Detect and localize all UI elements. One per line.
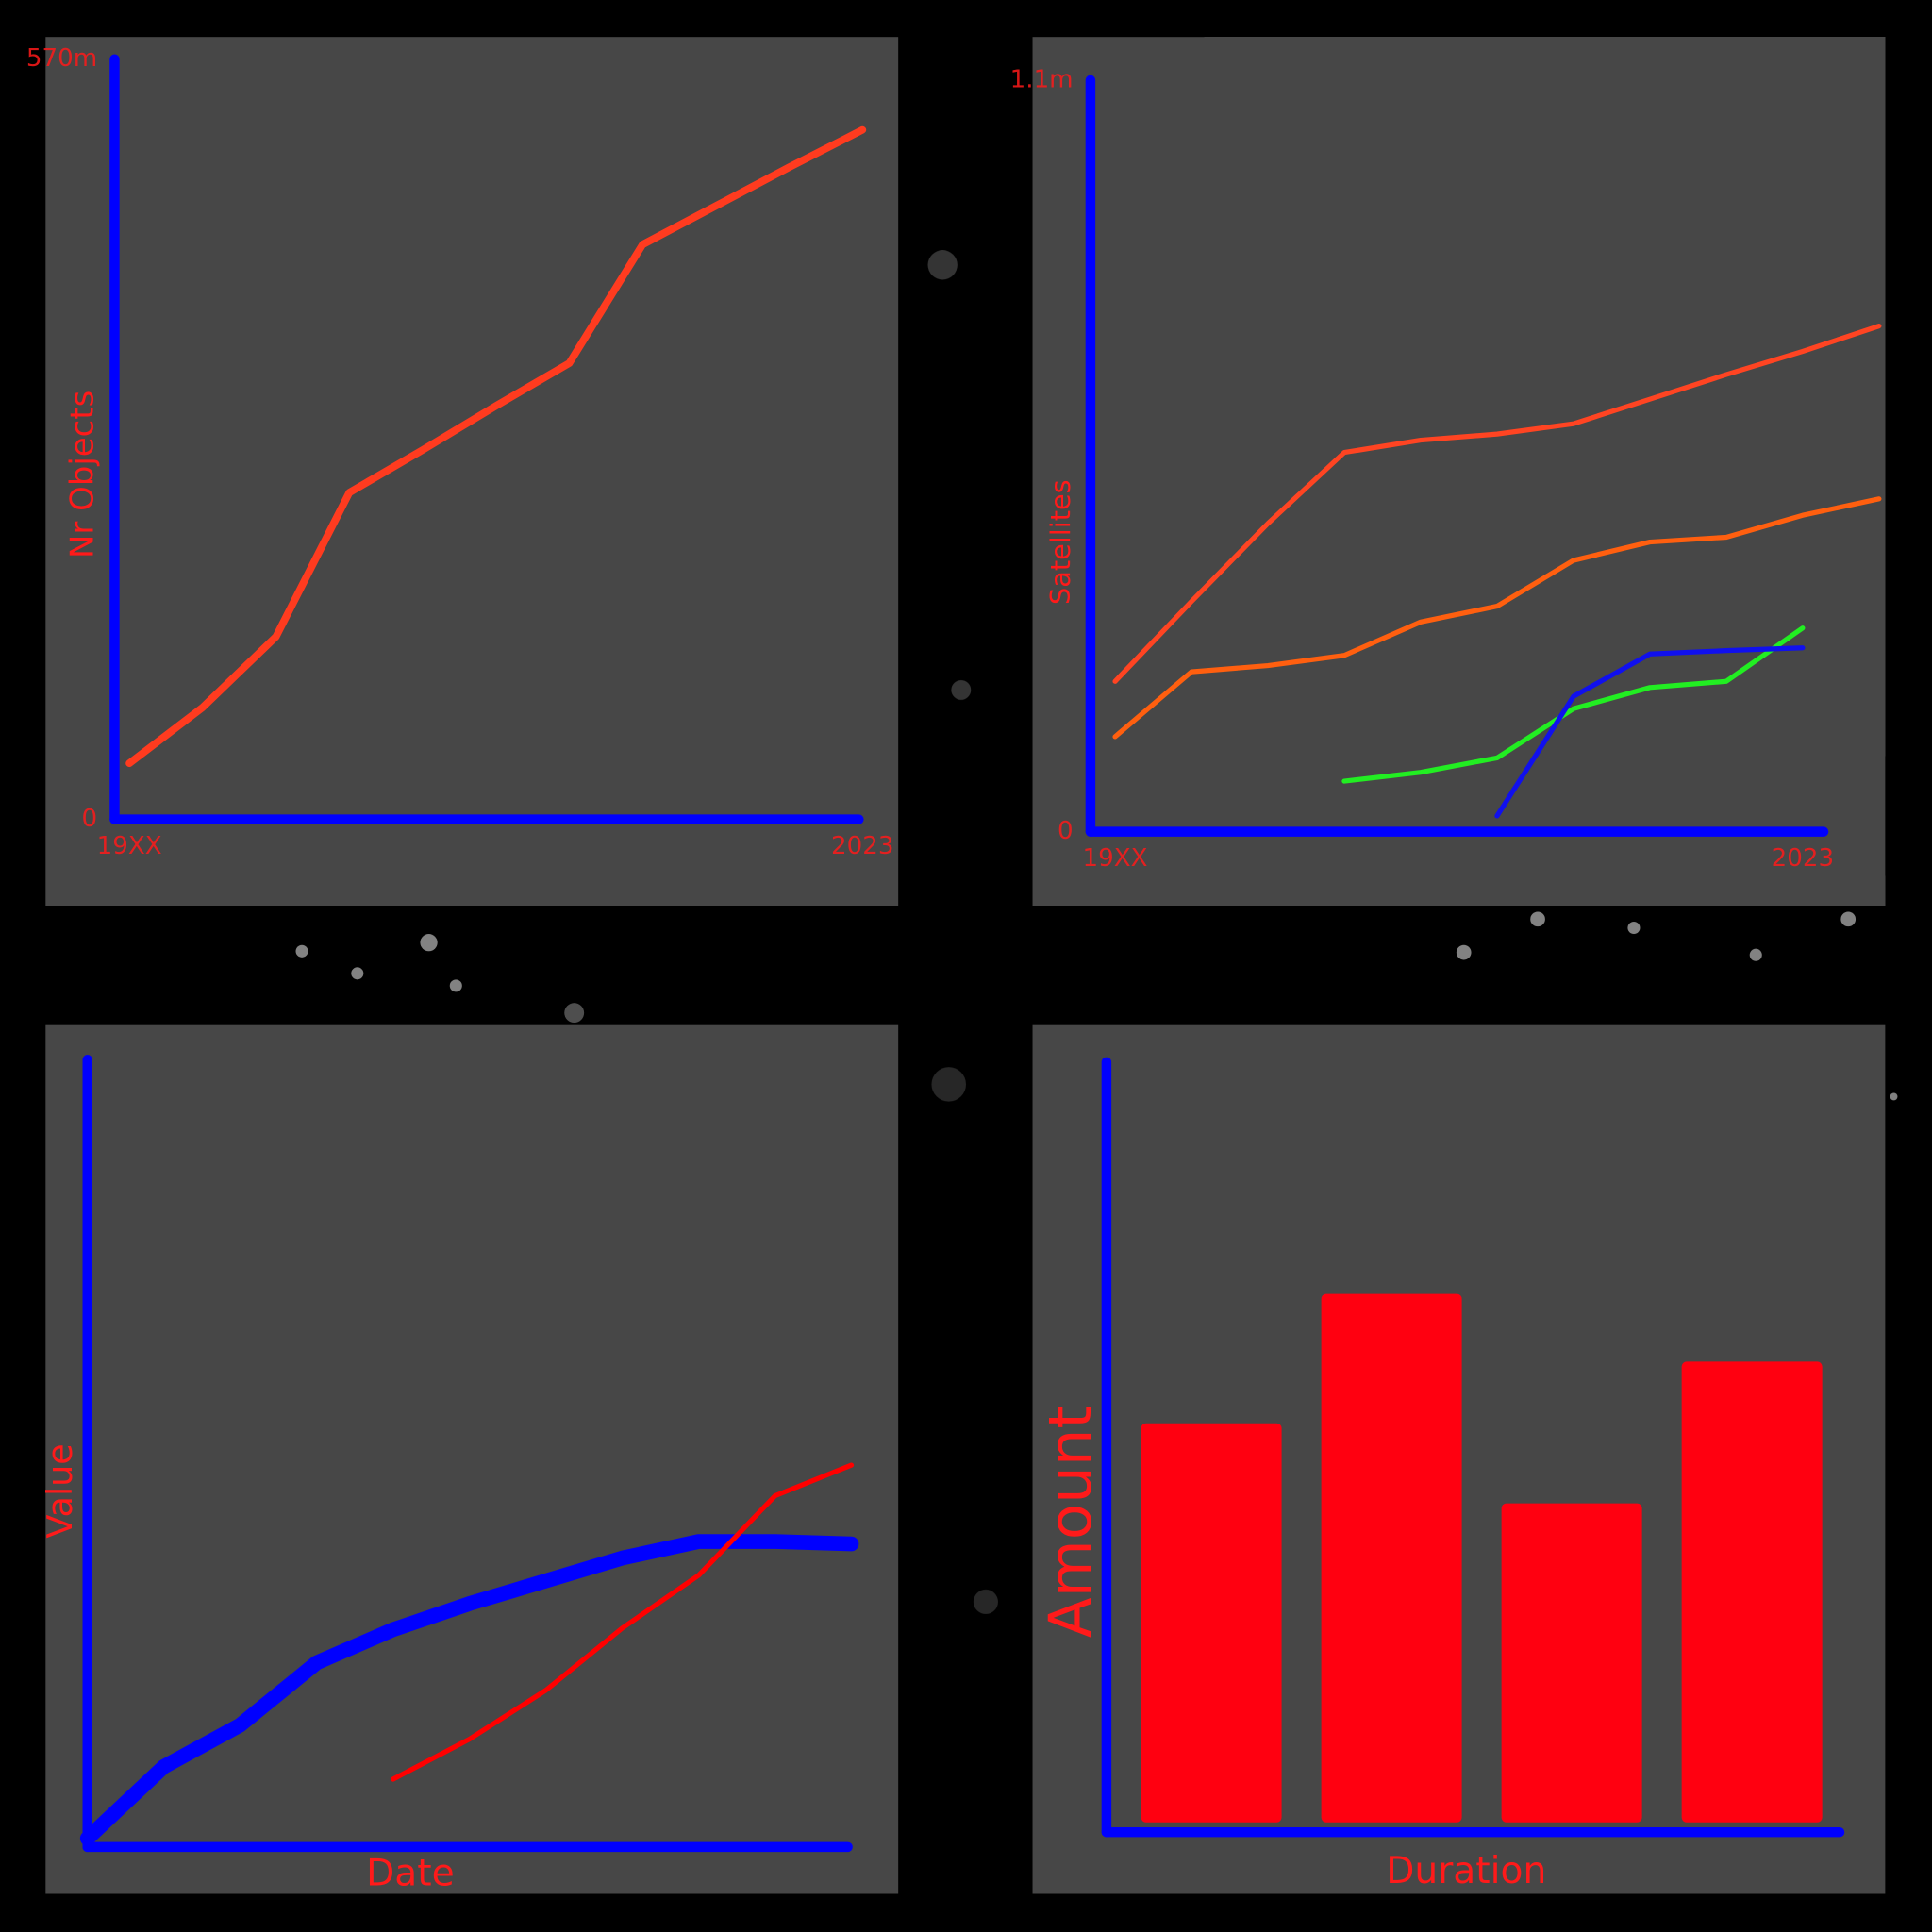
y-axis-label: Satellites <box>1044 479 1076 605</box>
line-series <box>1112 496 1882 740</box>
line-series <box>391 1462 855 1782</box>
line-series <box>1341 625 1806 784</box>
panel-background <box>1032 37 1886 907</box>
y-tick-label: 0 <box>1058 817 1074 845</box>
x-tick-label: 19XX <box>97 832 162 860</box>
bar <box>1681 1361 1823 1823</box>
stars <box>295 250 1898 1615</box>
y-axis-label: Amount <box>1036 1406 1105 1638</box>
x-tick-label: 2023 <box>1772 844 1834 873</box>
y-axis-label: Value <box>40 1443 80 1538</box>
chart-panel: Amount Duration <box>1032 1024 1886 1894</box>
bar <box>1501 1503 1642 1823</box>
x-axis-label: Date <box>366 1852 455 1894</box>
chart-panel: Satellites 0 1.1m 19XX 2023 <box>1010 37 1886 907</box>
y-tick-label: 570m <box>26 44 97 73</box>
y-axis-label: Nr Objects <box>63 391 101 558</box>
bar <box>1141 1423 1282 1823</box>
bar <box>1321 1293 1462 1823</box>
line-series <box>1494 645 1806 819</box>
x-axis-label: Duration <box>1386 1850 1546 1892</box>
line-series <box>79 1534 859 1846</box>
x-tick-label: 2023 <box>831 832 893 860</box>
panel-background <box>45 37 899 907</box>
y-tick-label: 1.1m <box>1010 65 1074 93</box>
y-tick-label: 0 <box>82 805 98 833</box>
chart-panel: Value Date <box>40 1024 899 1894</box>
line-series <box>1112 323 1882 684</box>
chart-panel: Nr Objects 0 570m 19XX 2023 <box>26 37 899 907</box>
line-series <box>125 125 867 768</box>
x-tick-label: 19XX <box>1083 844 1148 873</box>
